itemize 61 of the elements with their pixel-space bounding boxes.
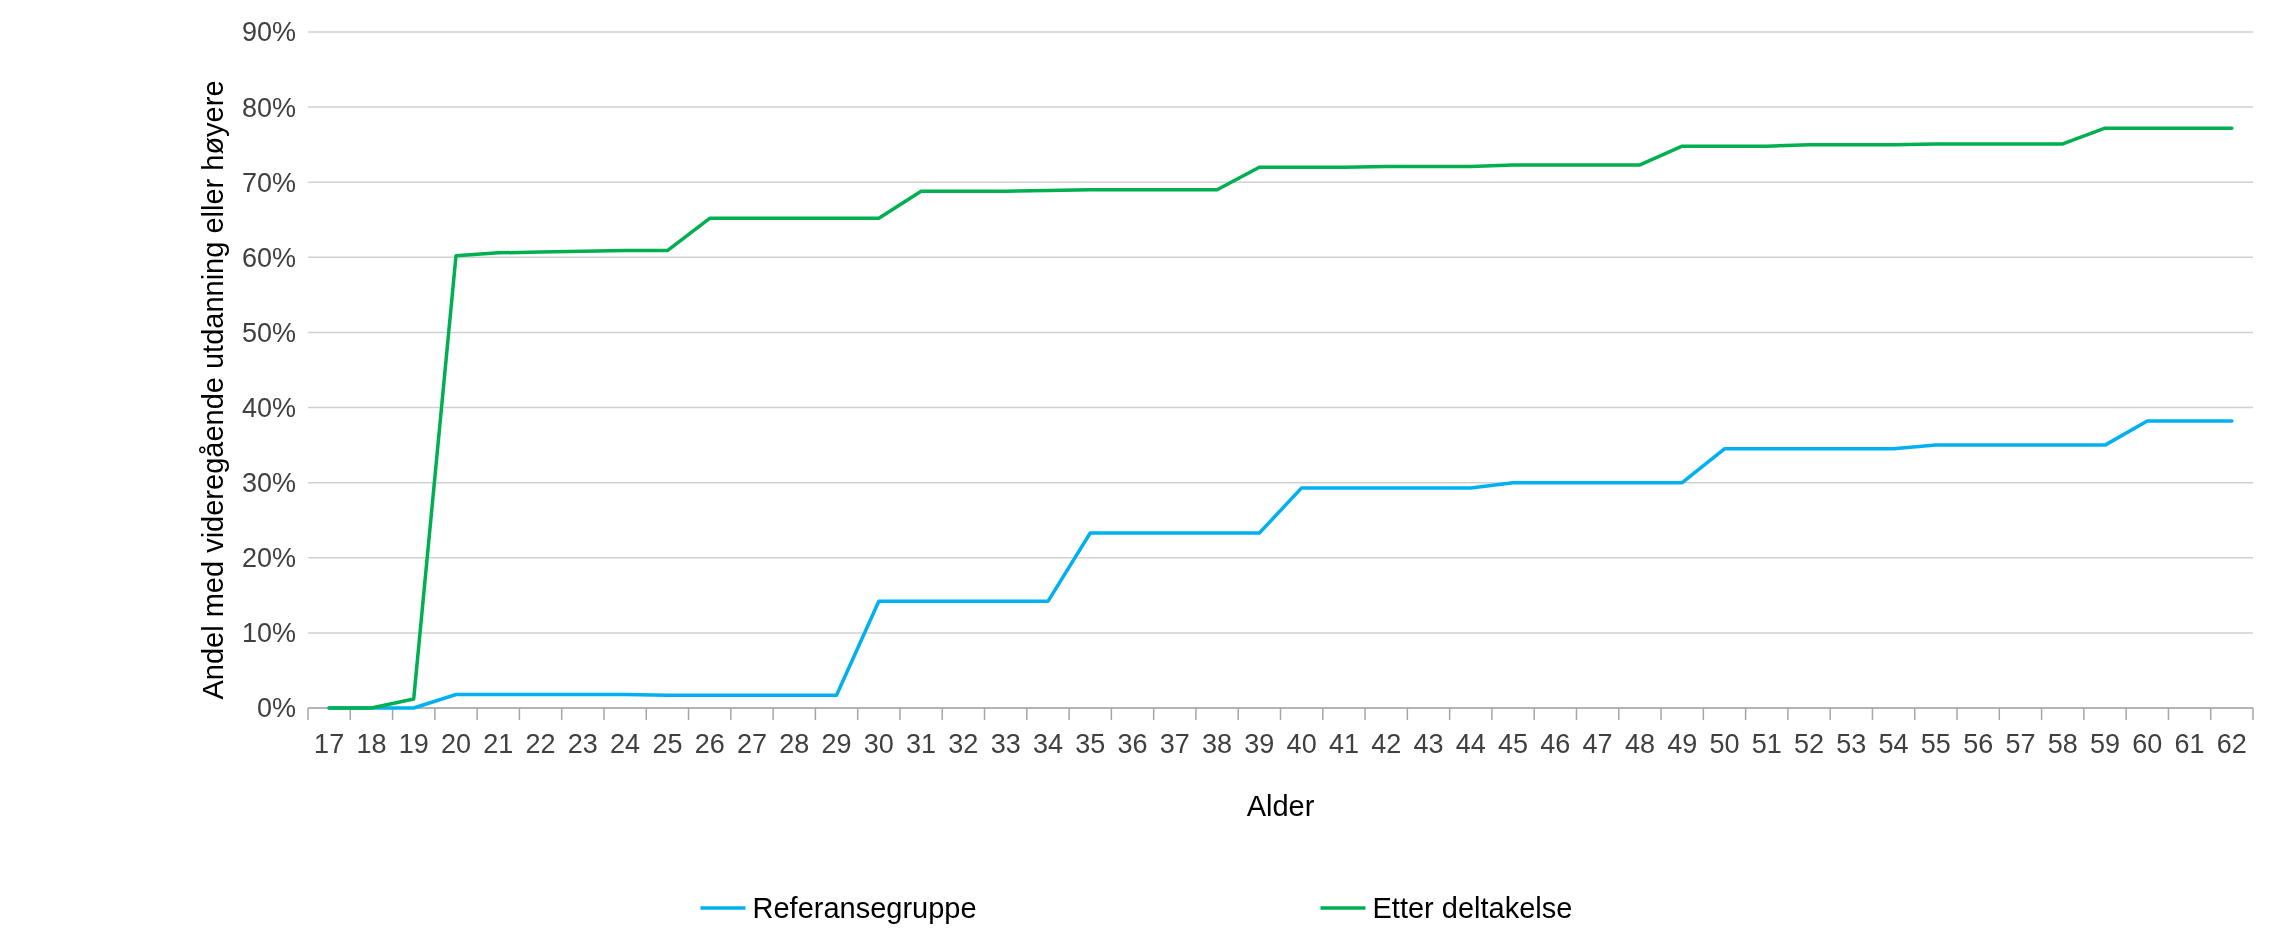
x-tick-label: 40: [1286, 729, 1317, 759]
x-tick-label: 33: [990, 729, 1021, 759]
x-tick-label: 43: [1413, 729, 1444, 759]
x-tick-label: 56: [1963, 729, 1994, 759]
x-tick-label: 54: [1878, 729, 1909, 759]
y-tick-label: 30%: [241, 468, 296, 499]
x-tick-label: 22: [525, 729, 556, 759]
y-tick-label: 70%: [241, 167, 296, 198]
y-tick-label: 50%: [241, 317, 296, 348]
y-tick-label: 60%: [241, 242, 296, 273]
x-tick-label: 37: [1159, 729, 1190, 759]
x-tick-label: 31: [906, 729, 937, 759]
x-tick-label: 41: [1328, 729, 1359, 759]
x-tick-label: 38: [1202, 729, 1233, 759]
x-tick-label: 49: [1667, 729, 1698, 759]
x-tick-label: 26: [694, 729, 725, 759]
legend-label: Etter deltakelse: [1372, 892, 1573, 925]
line-series: [327, 126, 2234, 710]
x-tick-label: 35: [1075, 729, 1106, 759]
y-tick-label: 0%: [256, 693, 296, 724]
x-tick-label: 25: [652, 729, 683, 759]
y-axis-title: Andel med videregående utdanning eller høyere: [197, 80, 229, 700]
x-tick-label: 20: [440, 729, 472, 759]
x-tick-label: 45: [1498, 729, 1529, 759]
x-tick-label: 32: [948, 729, 979, 759]
x-tick-label: 34: [1032, 729, 1063, 759]
x-axis-title: Alder: [1246, 790, 1315, 822]
x-tick-label: 57: [2005, 729, 2036, 759]
y-tick-label: 20%: [241, 543, 296, 574]
x-tick-label: 50: [1709, 729, 1740, 759]
x-tick-label: 28: [779, 729, 810, 759]
x-tick-label: 29: [821, 729, 852, 759]
x-tick-label: 24: [610, 729, 641, 759]
legend-label: Referansegruppe: [752, 892, 977, 925]
y-tick-label: 10%: [241, 618, 296, 649]
x-tick-label: 51: [1751, 729, 1782, 759]
x-tick-label: 62: [2216, 729, 2247, 759]
x-tick-label: 36: [1117, 729, 1148, 759]
x-tick-label: 27: [736, 729, 767, 759]
x-tick-label: 30: [863, 729, 894, 759]
x-tick-label: 53: [1836, 729, 1867, 759]
x-tick-label: 19: [398, 729, 429, 759]
y-tick-label: 90%: [241, 17, 296, 48]
x-tick-label: 39: [1244, 729, 1275, 759]
x-tick-label: 52: [1794, 729, 1825, 759]
y-tick-label: 80%: [241, 92, 296, 123]
x-tick-label: 17: [314, 729, 345, 759]
x-tick-label: 55: [1920, 729, 1951, 759]
x-tick-label: 61: [2174, 729, 2205, 759]
x-tick-label: 18: [356, 729, 387, 759]
x-tick-label: 46: [1540, 729, 1571, 759]
x-tick-label: 23: [567, 729, 598, 759]
x-tick-label: 59: [2089, 729, 2121, 759]
y-tick-label: 40%: [241, 393, 296, 424]
x-tick-label: 48: [1624, 729, 1655, 759]
x-tick-label: 44: [1455, 729, 1486, 759]
x-tick-label: 47: [1582, 729, 1613, 759]
x-tick-label: 42: [1371, 729, 1402, 759]
x-tick-label: 60: [2132, 729, 2163, 759]
x-tick-label: 21: [483, 729, 514, 759]
x-tick-label: 58: [2047, 729, 2078, 759]
